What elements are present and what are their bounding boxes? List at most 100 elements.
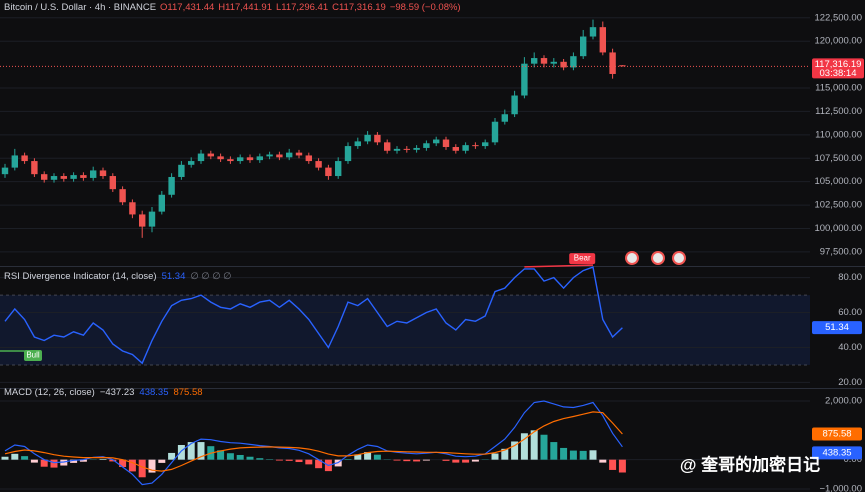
histogram-bar [462, 459, 470, 463]
candle-body [119, 189, 126, 203]
countdown: 03:38:14 [820, 68, 857, 79]
macd-axis-label-box [812, 446, 862, 460]
candle-body [433, 139, 440, 144]
histogram-bar [168, 452, 176, 460]
candle-body [21, 155, 28, 162]
candle-body [619, 65, 626, 67]
candle-body [295, 152, 303, 156]
histogram-bar [393, 459, 401, 461]
histogram-bar [520, 433, 528, 460]
macd-axis-label: 438.35 [822, 447, 851, 458]
candle-body [246, 157, 254, 161]
candle-body [315, 161, 322, 168]
event-icon[interactable] [625, 251, 639, 265]
candle-body [266, 154, 273, 157]
candle-body [178, 164, 185, 177]
rsi-band [0, 295, 810, 365]
candle-body [139, 214, 146, 227]
macd-title: MACD (12, 26, close) [4, 387, 95, 398]
histogram-bar [452, 459, 460, 463]
candle-body [158, 194, 165, 212]
y-tick-label: 102,500.00 [814, 200, 862, 211]
histogram-bar [158, 459, 166, 463]
rsi-pane: 20.00 40.00 60.00 80.00 Bull Bear 51.34 [0, 253, 862, 388]
histogram-bar [413, 459, 421, 462]
candle-body [550, 61, 557, 64]
histogram-bar [511, 441, 519, 460]
bear-label: Bear [574, 254, 591, 263]
candle-body [423, 143, 430, 148]
candle-body [227, 159, 234, 162]
histogram-bar [40, 459, 48, 467]
histogram-bar [305, 459, 313, 465]
candle-body [335, 161, 342, 177]
histogram-bar [422, 459, 430, 461]
candle-body [403, 148, 410, 150]
histogram-bar [373, 454, 381, 460]
histogram-bar [148, 459, 156, 473]
y-tick-label: −1,000.00 [819, 484, 862, 492]
rsi-value: 51.34 [162, 271, 186, 282]
rsi-axis-label: 51.34 [825, 322, 849, 333]
histogram-bar [187, 442, 195, 460]
candle-body [11, 155, 18, 168]
ohlc-change: −98.59 (−0.08%) [390, 2, 461, 13]
candle-body [589, 27, 597, 37]
histogram-bar [285, 459, 293, 461]
bear-divergence [524, 264, 594, 268]
histogram-bar [177, 445, 185, 460]
y-tick-label: 60.00 [838, 307, 862, 318]
candle-body [452, 147, 459, 151]
histogram-bar [50, 459, 58, 468]
candle-body [521, 63, 528, 96]
candle-body [482, 142, 489, 147]
candle-body [570, 56, 577, 68]
candle-body [286, 152, 293, 158]
histogram-bar [236, 454, 244, 460]
event-icons [625, 251, 686, 265]
candle-body [188, 161, 195, 165]
bull-label: Bull [26, 351, 40, 360]
event-icon[interactable] [672, 251, 686, 265]
symbol: Bitcoin / U.S. Dollar · 4h · BINANCE [4, 2, 156, 13]
candle-body [344, 146, 352, 162]
candle-body [599, 27, 606, 53]
histogram-bar [226, 453, 234, 460]
ohlc-low: L117,296.41 [276, 2, 328, 13]
candle-body [90, 170, 97, 178]
histogram-bar [60, 459, 68, 466]
candle-body [80, 175, 87, 178]
watermark: @ 奎哥的加密日记 [680, 454, 820, 474]
histogram-bar [344, 459, 352, 460]
candle-body [256, 156, 263, 161]
signal-axis-label-box [812, 427, 862, 441]
histogram-bar [21, 456, 29, 460]
candle-body [531, 58, 538, 64]
y-tick-label: 40.00 [838, 342, 862, 353]
bear-label-box [569, 253, 596, 265]
event-icon[interactable] [651, 251, 665, 265]
rsi-title: RSI Divergence Indicator (14, close) [4, 271, 157, 282]
price-pane: 97,500.00 100,000.00 102,500.00 105,000.00 1… [0, 12, 864, 257]
histogram-bar [609, 459, 617, 470]
histogram-bar [491, 453, 499, 460]
histogram-bar [589, 450, 597, 460]
line [4, 266, 623, 365]
candle-body [31, 161, 38, 175]
histogram-bar [138, 459, 146, 478]
histogram-bar [256, 458, 264, 460]
last-price-box [812, 58, 864, 79]
histogram-value: −437.23 [100, 387, 135, 398]
histogram-bar [530, 430, 538, 460]
histogram-bar [354, 454, 362, 460]
histogram-bar [79, 459, 87, 462]
histogram-bar [295, 459, 303, 463]
candle-body [580, 36, 587, 57]
histogram-bar [540, 434, 548, 460]
candle-body [609, 52, 616, 74]
histogram-bar [30, 459, 38, 463]
y-tick-label: 115,000.00 [815, 83, 862, 94]
candle-body [109, 176, 116, 190]
